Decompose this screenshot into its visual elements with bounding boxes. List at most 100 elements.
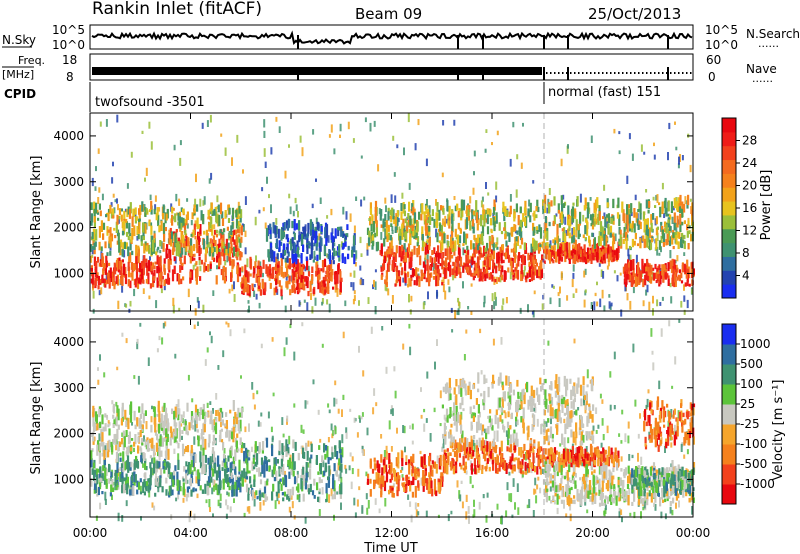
velocity-cell bbox=[204, 464, 207, 473]
velocity-cell bbox=[397, 452, 400, 464]
power-cell bbox=[483, 209, 486, 215]
velocity-cell bbox=[261, 492, 264, 498]
power-cell bbox=[691, 279, 694, 286]
power-cell bbox=[262, 287, 265, 295]
power-cell bbox=[275, 226, 278, 235]
power-cell bbox=[505, 240, 508, 247]
velocity-cell bbox=[151, 437, 154, 449]
velocity-cell bbox=[246, 453, 249, 465]
velocity-cell bbox=[95, 414, 98, 424]
velocity-cell bbox=[258, 450, 261, 454]
velocity-cell bbox=[333, 488, 336, 500]
velocity-cell bbox=[127, 465, 130, 473]
power-cell bbox=[344, 235, 347, 240]
velocity-speckle bbox=[317, 409, 320, 415]
power-cell bbox=[588, 250, 591, 255]
power-cell bbox=[673, 259, 676, 270]
power-cell bbox=[525, 278, 528, 283]
power-speckle bbox=[328, 134, 331, 138]
power-speckle bbox=[116, 114, 119, 123]
power-cell bbox=[481, 271, 484, 279]
velocity-speckle bbox=[301, 322, 304, 327]
nave-dot bbox=[618, 72, 620, 74]
power-cell bbox=[485, 209, 488, 214]
velocity-cell bbox=[117, 408, 120, 421]
power-cell bbox=[415, 232, 418, 239]
power-speckle bbox=[575, 229, 578, 238]
velocity-cell bbox=[318, 445, 321, 450]
velocity-cell bbox=[116, 405, 119, 413]
velocity-cell bbox=[171, 472, 174, 483]
power-cell bbox=[157, 281, 160, 287]
velocity-cell bbox=[302, 493, 305, 502]
power-cell bbox=[273, 287, 276, 296]
power-cell bbox=[667, 278, 670, 286]
power-cell bbox=[659, 273, 662, 285]
power-cell bbox=[311, 223, 314, 230]
velocity-cell bbox=[412, 476, 415, 485]
power-cell bbox=[369, 208, 373, 216]
power-speckle bbox=[661, 182, 664, 190]
power-cell bbox=[157, 246, 160, 250]
power-cell bbox=[295, 266, 298, 272]
power-cell bbox=[635, 212, 638, 223]
power-cell bbox=[385, 270, 388, 280]
power-cell bbox=[400, 203, 403, 211]
power-cell bbox=[677, 274, 680, 280]
power-speckle bbox=[352, 138, 355, 143]
velocity-cell bbox=[283, 491, 287, 497]
power-cell bbox=[395, 265, 399, 276]
power-cell bbox=[164, 227, 167, 232]
power-cell bbox=[193, 253, 196, 257]
velocity-speckle bbox=[283, 470, 286, 477]
nave-tick-bottom: 0 bbox=[708, 70, 716, 84]
velocity-cell bbox=[206, 411, 209, 418]
velocity-cell bbox=[207, 476, 211, 483]
power-cell bbox=[277, 228, 280, 239]
velocity-cell bbox=[165, 413, 168, 421]
power-cell bbox=[652, 272, 655, 280]
power-speckle bbox=[206, 120, 209, 127]
power-cell bbox=[636, 218, 639, 226]
power-cell bbox=[562, 250, 565, 254]
power-cell bbox=[141, 268, 144, 280]
power-speckle bbox=[397, 218, 400, 223]
power-cell bbox=[607, 213, 610, 224]
velocity-speckle bbox=[506, 482, 509, 491]
velocity-speckle bbox=[358, 415, 361, 419]
power-cell bbox=[172, 231, 176, 236]
velocity-cell bbox=[292, 470, 295, 477]
power-cell bbox=[678, 232, 681, 239]
power-cell bbox=[306, 258, 309, 271]
power-cell bbox=[682, 239, 685, 244]
velocity-cell bbox=[232, 426, 235, 439]
power-speckle bbox=[457, 308, 460, 316]
power-cell bbox=[96, 211, 100, 215]
power-cell bbox=[642, 235, 645, 242]
power-cell bbox=[390, 223, 393, 227]
velocity-speckle bbox=[168, 463, 171, 469]
power-cell bbox=[475, 212, 479, 224]
velocity-cell bbox=[441, 480, 444, 487]
power-cell bbox=[142, 279, 145, 284]
power-cell bbox=[330, 260, 333, 272]
power-cell bbox=[128, 256, 131, 262]
velocity-cell bbox=[402, 477, 405, 481]
velocity-speckle bbox=[208, 499, 211, 508]
power-cell bbox=[435, 212, 438, 220]
power-speckle bbox=[347, 121, 350, 130]
power-cell bbox=[344, 241, 347, 247]
power-cell bbox=[329, 276, 332, 281]
velocity-cell bbox=[129, 489, 132, 496]
power-cell bbox=[138, 212, 141, 222]
power-cell bbox=[599, 234, 602, 247]
power-cell bbox=[624, 264, 627, 274]
power-cell bbox=[439, 273, 442, 278]
power-cell bbox=[575, 252, 578, 262]
power-cell bbox=[585, 254, 588, 259]
power-cell bbox=[282, 249, 285, 254]
power-cell bbox=[519, 255, 523, 259]
power-cell bbox=[143, 243, 146, 254]
power-speckle bbox=[584, 268, 587, 275]
power-cell bbox=[457, 222, 460, 230]
